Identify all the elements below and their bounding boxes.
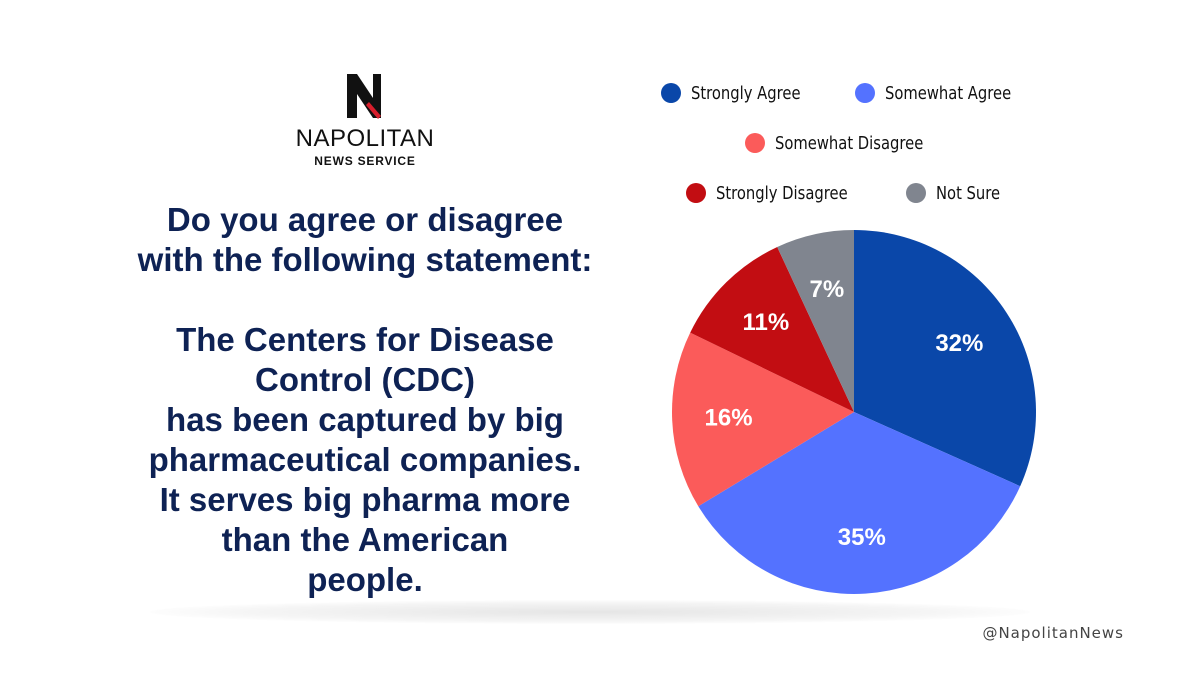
- legend-swatch: [685, 183, 706, 203]
- logo-wordmark: NAPOLITAN: [295, 125, 435, 152]
- legend-swatch: [906, 183, 927, 203]
- legend-item-strongly-disagree: Strongly Disagree: [685, 182, 877, 204]
- pie-slice-strongly-agree: [854, 230, 1036, 487]
- pie-data-label: 32%: [935, 330, 983, 357]
- legend-item-somewhat-agree: Somewhat Agree: [854, 82, 1039, 104]
- legend-label: Not Sure: [936, 182, 1001, 204]
- legend-item-strongly-agree: Strongly Agree: [661, 83, 825, 104]
- question-line: pharmaceutical companies.: [148, 441, 582, 478]
- question-line: has been captured by big: [166, 401, 564, 438]
- poll-question: Do you agree or disagree with the follow…: [100, 200, 630, 600]
- legend-row-3: Strongly Disagree Not Sure: [600, 178, 1100, 208]
- napolitan-n-logo-icon: [347, 74, 381, 119]
- pie-data-label: 16%: [705, 404, 753, 431]
- pie-data-label: 7%: [810, 276, 845, 303]
- pie-slice-not-sure: [777, 230, 854, 412]
- question-line: Do you agree or disagree: [166, 201, 564, 238]
- legend-label: Somewhat Disagree: [774, 132, 923, 154]
- pie-data-label: 11%: [743, 309, 790, 336]
- question-line: It serves big pharma more: [159, 481, 571, 518]
- card-shadow: [150, 600, 1030, 624]
- legend-row-2: Somewhat Disagree: [600, 128, 1100, 158]
- legend-row-1: Strongly Agree Somewhat Agree: [600, 78, 1100, 108]
- social-handle: @NapolitanNews: [982, 624, 1124, 642]
- logo-subtitle: NEWS SERVICE: [314, 154, 416, 168]
- logo-accent-shape: [366, 102, 381, 119]
- napolitan-logo: NAPOLITAN NEWS SERVICE: [275, 68, 455, 168]
- pie-slice-somewhat-disagree: [672, 332, 854, 507]
- legend-label: Strongly Disagree: [715, 182, 848, 204]
- question-spacer: [100, 280, 630, 320]
- pie-slice-somewhat-agree: [698, 412, 1021, 594]
- question-line: than the American: [221, 521, 509, 558]
- legend-swatch: [744, 133, 765, 153]
- pie-data-label: 35%: [838, 524, 886, 551]
- legend-swatch: [661, 83, 682, 103]
- legend-item-not-sure: Not Sure: [906, 183, 1014, 204]
- question-line: The Centers for Disease: [176, 321, 554, 358]
- question-line: Control (CDC): [255, 361, 475, 398]
- pie-chart: 32% 35% 16% 11% 7%: [672, 230, 1036, 594]
- question-line: with the following statement:: [137, 241, 593, 278]
- legend-label: Strongly Agree: [691, 82, 801, 104]
- pie-slice-strongly-disagree: [690, 246, 854, 412]
- legend-label: Somewhat Agree: [884, 82, 1012, 104]
- question-line: people.: [307, 561, 423, 598]
- legend-item-somewhat-disagree: Somewhat Disagree: [744, 132, 956, 154]
- legend-swatch: [854, 83, 875, 103]
